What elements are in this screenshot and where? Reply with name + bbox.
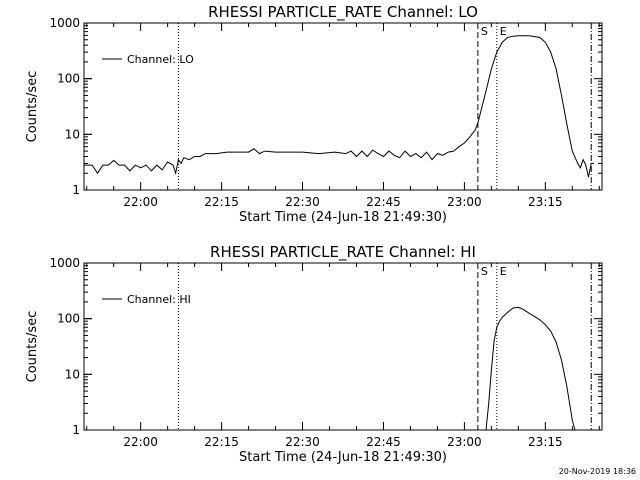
y-tick-label: 10 — [65, 127, 80, 141]
chart-panel-1: RHESSI PARTICLE_RATE Channel: LO 22:00 22:… — [25, 3, 603, 225]
y-axis-label: Counts/sec — [25, 311, 40, 383]
x-tick-label: 22:00 — [123, 435, 158, 449]
chart-title: RHESSI PARTICLE_RATE Channel: LO — [208, 3, 478, 22]
legend-label: Channel: HI — [127, 293, 191, 306]
y-tick-label: 1000 — [49, 256, 80, 270]
y-tick-label: 1 — [72, 423, 80, 437]
event-marker-label: S — [481, 265, 488, 278]
x-tick-label: 22:00 — [123, 195, 158, 209]
y-tick-label: 100 — [57, 312, 80, 326]
x-tick-label: 22:45 — [366, 435, 401, 449]
series-line — [84, 35, 594, 178]
series-line — [485, 306, 576, 431]
x-tick-label: 22:30 — [285, 435, 320, 449]
x-tick-label: 23:00 — [447, 435, 482, 449]
x-axis-label: Start Time (24-Jun-18 21:49:30) — [239, 210, 447, 225]
x-tick-label: 22:15 — [204, 195, 239, 209]
y-tick-label: 1 — [72, 183, 80, 197]
x-tick-label: 23:00 — [447, 195, 482, 209]
y-tick-label: 1000 — [49, 16, 80, 30]
plot-frame — [83, 262, 603, 431]
event-marker-label: S — [481, 25, 488, 38]
x-tick-label: 22:15 — [204, 435, 239, 449]
legend-label: Channel: LO — [127, 53, 194, 66]
chart-panel-2: RHESSI PARTICLE_RATE Channel: HI 22:00 22:… — [25, 243, 603, 465]
x-tick-label: 22:30 — [285, 195, 320, 209]
x-tick-label: 23:15 — [528, 195, 563, 209]
x-tick-label: 22:45 — [366, 195, 401, 209]
timestamp-stamp: 20-Nov-2019 18:36 — [558, 467, 636, 476]
event-marker-label: E — [500, 265, 507, 278]
y-tick-label: 100 — [57, 72, 80, 86]
y-axis-label: Counts/sec — [25, 71, 40, 143]
plot-frame — [83, 22, 603, 191]
chart-title: RHESSI PARTICLE_RATE Channel: HI — [210, 243, 476, 262]
x-tick-label: 23:15 — [528, 435, 563, 449]
x-axis-label: Start Time (24-Jun-18 21:49:30) — [239, 450, 447, 465]
event-marker-label: E — [500, 25, 507, 38]
y-tick-label: 10 — [65, 367, 80, 381]
